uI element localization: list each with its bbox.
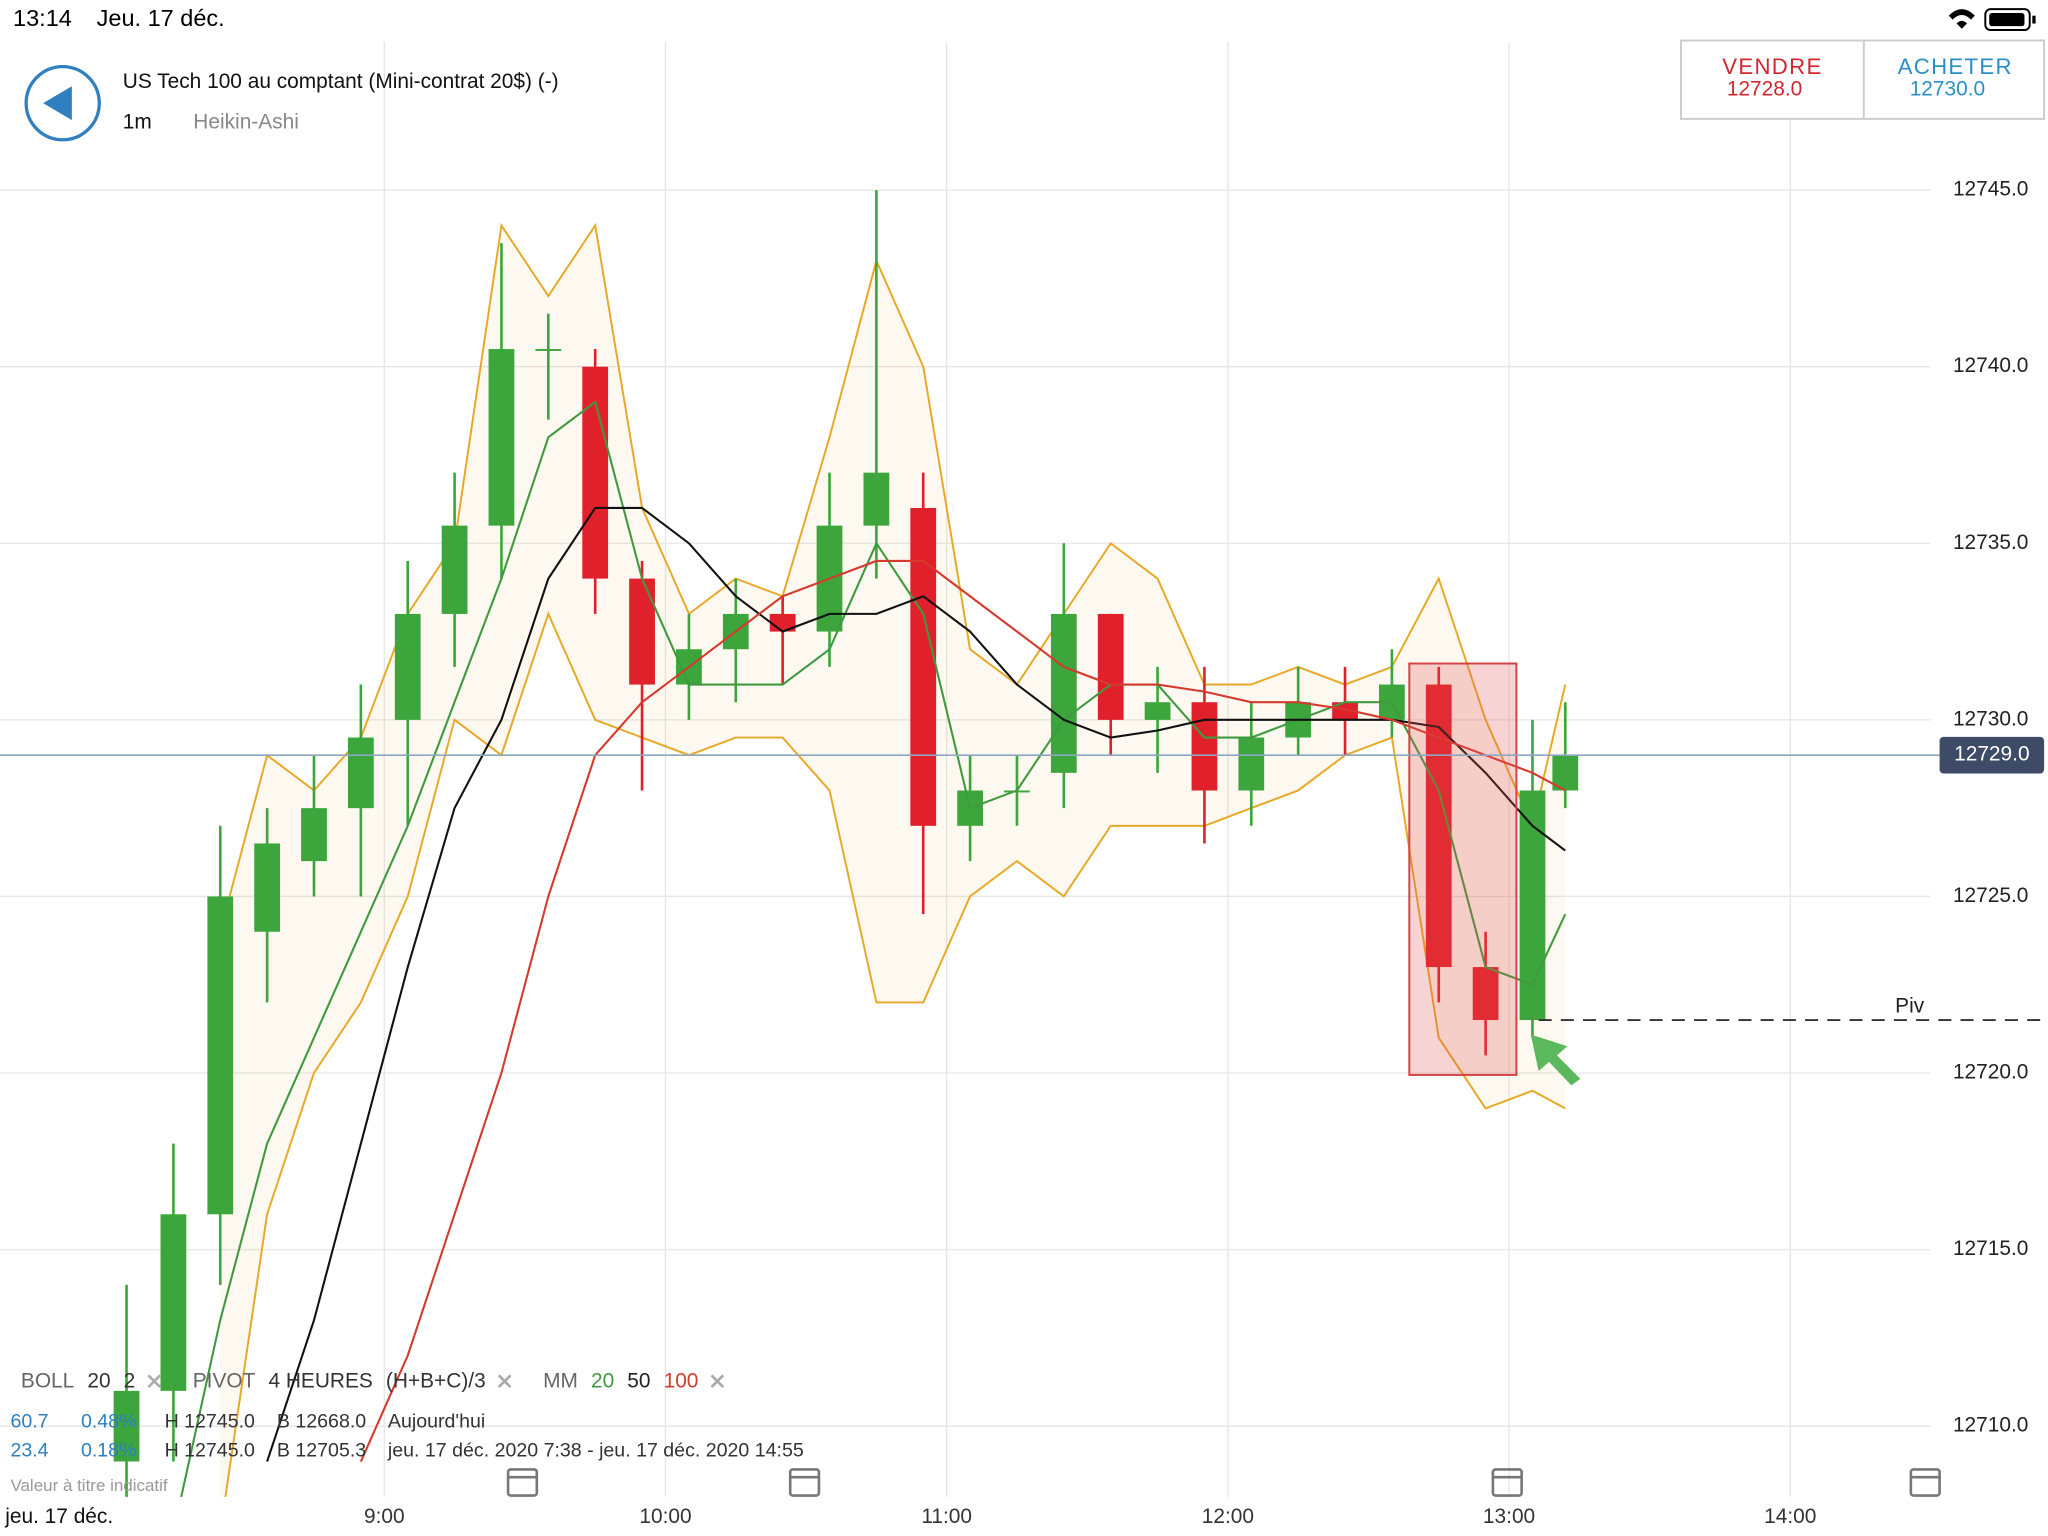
indicator-param[interactable]: (H+B+C)/3 [386, 1369, 486, 1392]
chart-style[interactable]: Heikin-Ashi [193, 110, 299, 133]
indicator-param[interactable]: 20 [87, 1369, 110, 1392]
trade-button-price[interactable]: 12730.0 [1910, 78, 1985, 101]
candle-body [1144, 702, 1171, 720]
indicator-name[interactable]: MM [543, 1369, 578, 1392]
candle-body [629, 578, 655, 685]
x-tick-label: 10:00 [639, 1505, 691, 1528]
info-cell: 0.48% [81, 1411, 137, 1433]
indicator-param[interactable]: 2 [124, 1369, 136, 1392]
x-tick-label: 9:00 [364, 1505, 405, 1528]
grid-layer [0, 41, 1931, 1497]
instrument-title: US Tech 100 au comptant (Mini-contrat 20… [123, 70, 559, 93]
status-time: 13:14 [13, 5, 72, 31]
overlay-layer: 13:14 Jeu. 17 déc. US Tech 100 au compta… [0, 5, 2048, 1528]
last-price-box [1939, 736, 2045, 774]
highlight-box [1408, 662, 1518, 1076]
trade-button-price[interactable]: 12728.0 [1727, 78, 1802, 101]
remove-indicator[interactable] [710, 1374, 725, 1389]
pivot-label: Piv [1895, 995, 1925, 1018]
y-tick-label: 12715.0 [1953, 1237, 2028, 1260]
trade-button-label[interactable]: VENDRE [1722, 54, 1822, 79]
info-cell: H 12745.0 [165, 1411, 255, 1433]
moving-average [359, 559, 1566, 1462]
candle-body [863, 472, 890, 526]
indicator-param[interactable]: 4 HEURES [268, 1369, 372, 1392]
remove-indicator[interactable] [147, 1374, 162, 1389]
y-tick-label: 12730.0 [1953, 707, 2028, 730]
legend-entry[interactable]: 100 [664, 1369, 699, 1392]
status-date: Jeu. 17 déc. [97, 5, 225, 31]
candle-body [910, 507, 937, 826]
candle-body [113, 1390, 140, 1462]
remove-indicator[interactable] [497, 1374, 512, 1389]
x-tick-label: 13:00 [1483, 1505, 1535, 1528]
candle-body [1050, 613, 1077, 773]
candle-body [1097, 613, 1124, 720]
y-tick-label: 12720.0 [1953, 1061, 2028, 1084]
bollinger-fill [220, 225, 1566, 1497]
indicator-name[interactable]: BOLL [21, 1369, 74, 1392]
back-button[interactable] [24, 64, 101, 142]
indicator-name[interactable]: PIVOT [193, 1369, 256, 1392]
candle-body [1472, 967, 1499, 1021]
info-cell: Aujourd'hui [388, 1411, 485, 1433]
candle-body [394, 613, 421, 720]
moving-average [180, 400, 1567, 1497]
y-tick-label: 12725.0 [1953, 884, 2028, 907]
status-icons [1948, 8, 2036, 32]
candle-body [301, 808, 327, 862]
y-tick-label: 12745.0 [1953, 178, 2028, 201]
green-arrow [1530, 1034, 1581, 1086]
last-price-label: 12729.0 [1954, 743, 2029, 766]
x-tick-label: 11:00 [921, 1505, 972, 1528]
candle-body [1191, 702, 1218, 791]
bollinger-lower [224, 611, 1566, 1497]
x-tick-label: 12:00 [1202, 1505, 1254, 1528]
interval[interactable]: 1m [123, 110, 152, 133]
candle-body [441, 525, 468, 614]
trade-panel [1680, 39, 2046, 120]
info-cell: 0.18% [81, 1439, 137, 1461]
info-cell: 23.4 [10, 1439, 48, 1461]
candle-body [207, 896, 234, 1215]
info-cell: B 12705.3 [277, 1439, 366, 1461]
candle-body [347, 737, 374, 809]
candle-body [1332, 702, 1358, 720]
note: Valeur à titre indicatif [10, 1476, 167, 1495]
plot-area [113, 190, 1579, 1497]
y-tick-label: 12735.0 [1953, 531, 2028, 554]
info-cell: 60.7 [10, 1411, 48, 1433]
info-cell: H 12745.0 [165, 1439, 255, 1461]
legend-entry[interactable]: 50 [627, 1369, 650, 1392]
trade-button-label[interactable]: ACHETER [1898, 54, 2013, 79]
moving-average [266, 506, 1566, 1462]
candle-body [1238, 737, 1265, 791]
info-cell: jeu. 17 déc. 2020 7:38 - jeu. 17 déc. 20… [387, 1439, 804, 1461]
info-cell: B 12668.0 [277, 1411, 366, 1433]
x-tick-label: 14:00 [1764, 1505, 1816, 1528]
candle-body [535, 349, 562, 352]
y-tick-label: 12740.0 [1953, 354, 2028, 377]
candle-body [160, 1214, 187, 1391]
legend-entry[interactable]: 20 [591, 1369, 614, 1392]
candle-body [1552, 755, 1579, 791]
date-label: jeu. 17 déc. [4, 1505, 113, 1528]
candle-body [254, 843, 281, 932]
y-tick-label: 12710.0 [1953, 1414, 2028, 1437]
candle-body [582, 366, 609, 579]
calendar-icons [506, 1468, 1941, 1497]
candle-body [488, 349, 515, 526]
